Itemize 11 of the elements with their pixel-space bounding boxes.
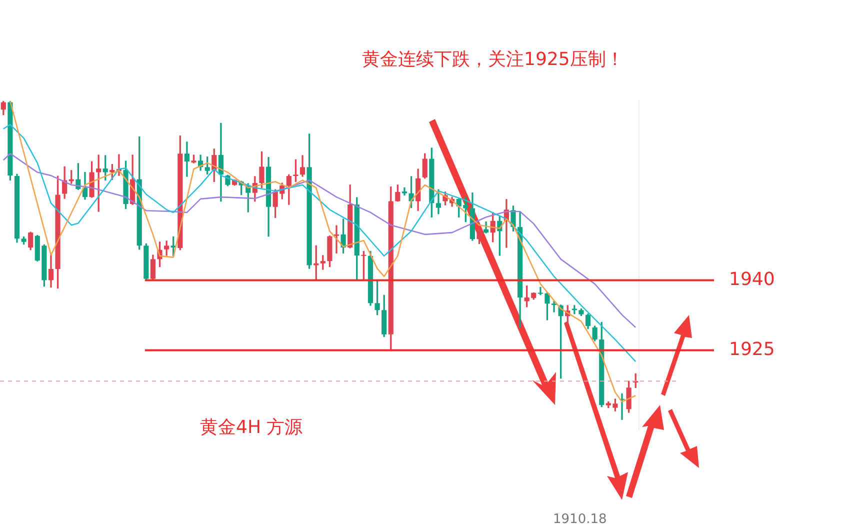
- candlestick: [572, 305, 577, 314]
- candlestick: [334, 225, 340, 254]
- candlestick: [184, 142, 190, 177]
- text: 1910.18: [553, 512, 607, 527]
- candlestick: [164, 240, 170, 256]
- annotation: 黄金4H 方源: [200, 416, 303, 439]
- y-tick-label: 1925: [729, 338, 775, 360]
- y-tick-label: 1940: [729, 268, 775, 290]
- candlestick: [551, 300, 557, 312]
- candlestick: [96, 154, 102, 212]
- chart-title: 黄金连续下跌，关注1925压制！: [362, 48, 624, 71]
